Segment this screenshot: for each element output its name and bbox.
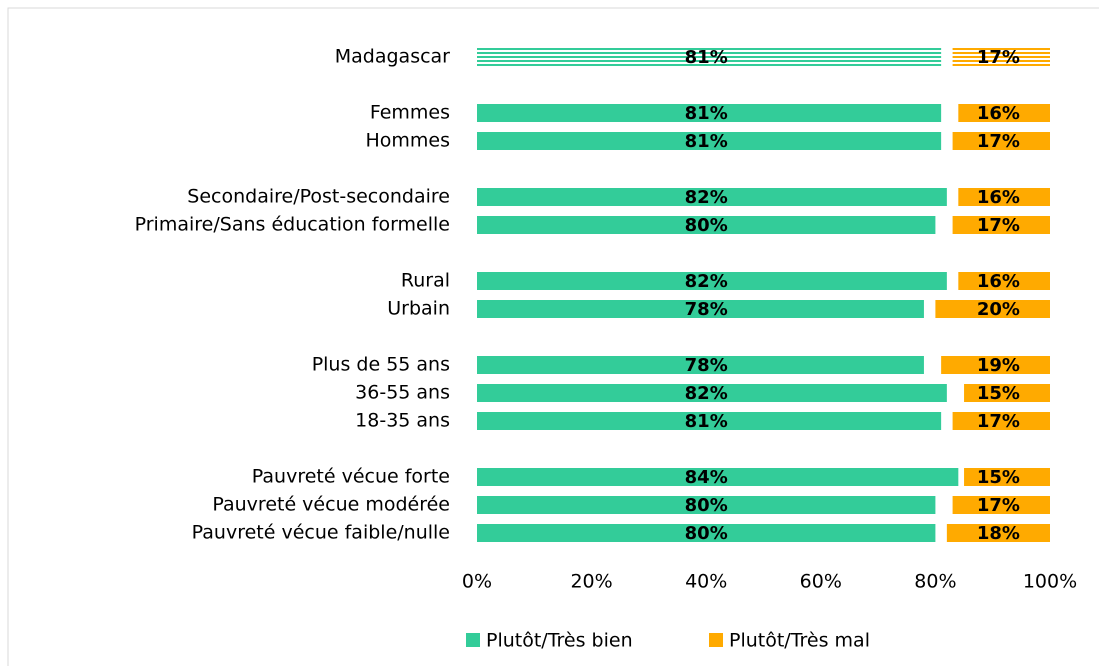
y-tick-label: 18-35 ans xyxy=(355,410,450,432)
value-label: 20% xyxy=(977,299,1020,320)
value-label: 19% xyxy=(977,355,1020,376)
value-label: 80% xyxy=(685,495,728,516)
value-label: 17% xyxy=(977,47,1020,68)
bar xyxy=(958,188,1050,206)
bar xyxy=(477,300,924,318)
value-label: 78% xyxy=(685,355,728,376)
y-tick-label: Urbain xyxy=(387,298,450,320)
value-label: 17% xyxy=(977,411,1020,432)
bar xyxy=(952,216,1050,234)
bar xyxy=(477,524,936,542)
y-tick-label: Pauvreté vécue forte xyxy=(252,466,450,488)
value-label: 80% xyxy=(685,523,728,544)
bar xyxy=(935,300,1050,318)
value-label: 81% xyxy=(685,131,728,152)
bar xyxy=(477,188,947,206)
bar xyxy=(477,412,942,430)
legend-swatch xyxy=(709,633,723,647)
value-label: 81% xyxy=(685,411,728,432)
bar xyxy=(958,104,1050,122)
bar xyxy=(964,468,1050,486)
bar xyxy=(477,48,942,66)
legend-label: Plutôt/Très bien xyxy=(486,630,633,652)
y-tick-label: Rural xyxy=(401,270,450,292)
bar xyxy=(477,384,947,402)
y-tick-label: Pauvreté vécue faible/nulle xyxy=(192,522,450,544)
y-tick-label: Madagascar xyxy=(335,46,450,68)
value-label: 16% xyxy=(977,103,1020,124)
value-label: 82% xyxy=(685,187,728,208)
bar xyxy=(946,524,1050,542)
x-tick-label: 0% xyxy=(462,571,492,593)
value-label: 80% xyxy=(685,215,728,236)
bar xyxy=(964,384,1050,402)
bar xyxy=(477,468,959,486)
x-tick-label: 60% xyxy=(800,571,842,593)
value-label: 18% xyxy=(977,523,1020,544)
bar xyxy=(952,496,1050,514)
value-label: 78% xyxy=(685,299,728,320)
value-label: 82% xyxy=(685,383,728,404)
y-tick-label: Primaire/Sans éducation formelle xyxy=(135,214,450,236)
bar xyxy=(477,104,942,122)
bar xyxy=(941,356,1050,374)
bar xyxy=(477,272,947,290)
y-tick-label: Femmes xyxy=(370,102,450,124)
bar xyxy=(952,412,1050,430)
x-tick-label: 100% xyxy=(1023,571,1077,593)
bar xyxy=(952,132,1050,150)
y-tick-label: Plus de 55 ans xyxy=(312,354,450,376)
bar xyxy=(952,48,1050,66)
y-tick-label: Hommes xyxy=(365,130,450,152)
value-label: 81% xyxy=(685,103,728,124)
value-label: 82% xyxy=(685,271,728,292)
x-tick-label: 20% xyxy=(570,571,612,593)
value-label: 15% xyxy=(977,467,1020,488)
value-label: 17% xyxy=(977,131,1020,152)
value-label: 15% xyxy=(977,383,1020,404)
value-label: 84% xyxy=(685,467,728,488)
value-label: 17% xyxy=(977,215,1020,236)
value-label: 81% xyxy=(685,47,728,68)
y-tick-label: Secondaire/Post-secondaire xyxy=(187,186,450,208)
bar xyxy=(477,496,936,514)
bar xyxy=(477,216,936,234)
value-label: 16% xyxy=(977,187,1020,208)
legend-swatch xyxy=(466,633,480,647)
value-label: 16% xyxy=(977,271,1020,292)
y-tick-label: Pauvreté vécue modérée xyxy=(212,494,450,516)
value-label: 17% xyxy=(977,495,1020,516)
frame xyxy=(7,7,1099,666)
bar xyxy=(477,356,924,374)
y-tick-label: 36-55 ans xyxy=(355,382,450,404)
bar xyxy=(477,132,942,150)
x-tick-label: 80% xyxy=(914,571,956,593)
legend-label: Plutôt/Très mal xyxy=(729,630,870,652)
x-tick-label: 40% xyxy=(685,571,727,593)
bar xyxy=(958,272,1050,290)
